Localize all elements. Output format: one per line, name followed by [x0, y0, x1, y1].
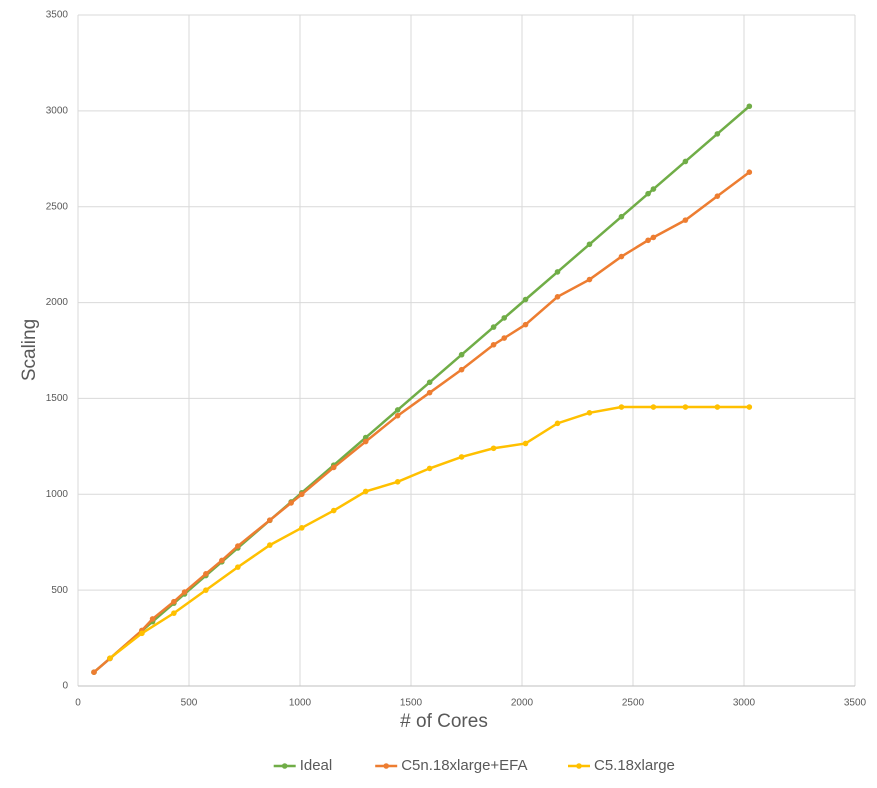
y-tick-label: 3000 [46, 105, 69, 116]
data-point [522, 440, 529, 447]
data-point [298, 525, 305, 531]
data-point [554, 420, 561, 427]
data-point [298, 491, 305, 498]
legend-label: C5n.18xlarge+EFA [401, 757, 527, 774]
data-point [645, 237, 651, 244]
y-tick-label: 1000 [46, 489, 69, 500]
data-point [746, 404, 753, 410]
series-line [93, 171, 751, 674]
data-point [714, 193, 721, 199]
x-tick-label: 0 [75, 698, 81, 709]
data-point [139, 630, 145, 637]
data-point [746, 169, 753, 176]
data-point [458, 366, 465, 373]
legend-marker [576, 763, 582, 769]
data-point [171, 610, 177, 616]
data-point [650, 186, 657, 192]
data-point [107, 655, 113, 662]
y-tick-label: 500 [51, 585, 68, 596]
data-point [586, 276, 593, 283]
data-point [501, 315, 508, 321]
data-point [522, 321, 529, 328]
data-point [618, 253, 625, 260]
legend-marker [383, 763, 390, 769]
data-point [554, 294, 561, 300]
y-tick-label: 2500 [46, 201, 69, 212]
y-tick-label: 2000 [46, 297, 69, 308]
data-point [746, 103, 753, 110]
data-point [203, 587, 209, 593]
data-point [330, 464, 337, 471]
data-point [490, 445, 497, 452]
data-point [501, 335, 508, 341]
legend-label: Ideal [300, 757, 333, 774]
data-point [362, 488, 369, 495]
data-point [235, 543, 241, 549]
y-tick-label: 3500 [46, 10, 69, 21]
data-point [714, 131, 721, 137]
x-tick-label: 3000 [733, 698, 756, 709]
data-point [149, 616, 156, 622]
x-tick-label: 1500 [400, 698, 423, 709]
x-tick-label: 1000 [289, 698, 312, 709]
data-point [267, 517, 273, 523]
data-point [682, 158, 689, 165]
data-point [682, 404, 689, 410]
data-point [288, 500, 294, 506]
data-point [618, 404, 625, 410]
data-point [394, 407, 401, 413]
x-tick-label: 2500 [622, 698, 645, 709]
y-tick-label: 1500 [46, 393, 69, 404]
data-point [490, 324, 497, 330]
x-tick-label: 3500 [844, 698, 867, 709]
y-axis-title: Scaling [19, 319, 40, 381]
y-tick-label: 0 [62, 681, 68, 692]
data-point [586, 410, 593, 416]
data-point [682, 217, 689, 223]
data-point [650, 404, 657, 410]
legend-marker [281, 763, 288, 769]
data-point [426, 465, 433, 472]
data-point [394, 479, 401, 485]
data-point [330, 507, 337, 514]
series-line [93, 105, 751, 674]
data-point [618, 213, 625, 220]
data-point [554, 269, 561, 275]
x-tick-label: 500 [181, 698, 198, 709]
data-point [394, 412, 401, 419]
data-point [586, 241, 593, 248]
data-point [235, 564, 241, 570]
x-axis-title: # of Cores [400, 711, 488, 732]
data-point [426, 379, 433, 386]
data-point [267, 542, 273, 548]
data-point [219, 557, 225, 564]
data-point [490, 341, 497, 348]
data-point [362, 438, 369, 445]
data-point [522, 296, 529, 303]
data-point [458, 351, 465, 358]
series-line [109, 405, 750, 660]
data-point [650, 234, 657, 241]
data-point [458, 454, 465, 460]
legend-label: C5.18xlarge [594, 757, 675, 774]
data-point [714, 404, 721, 410]
data-point [181, 589, 188, 595]
data-point [171, 598, 177, 605]
data-point [645, 190, 651, 197]
data-point [203, 571, 209, 577]
data-point [91, 669, 97, 675]
x-tick-label: 2000 [511, 698, 534, 709]
data-point [426, 389, 433, 396]
